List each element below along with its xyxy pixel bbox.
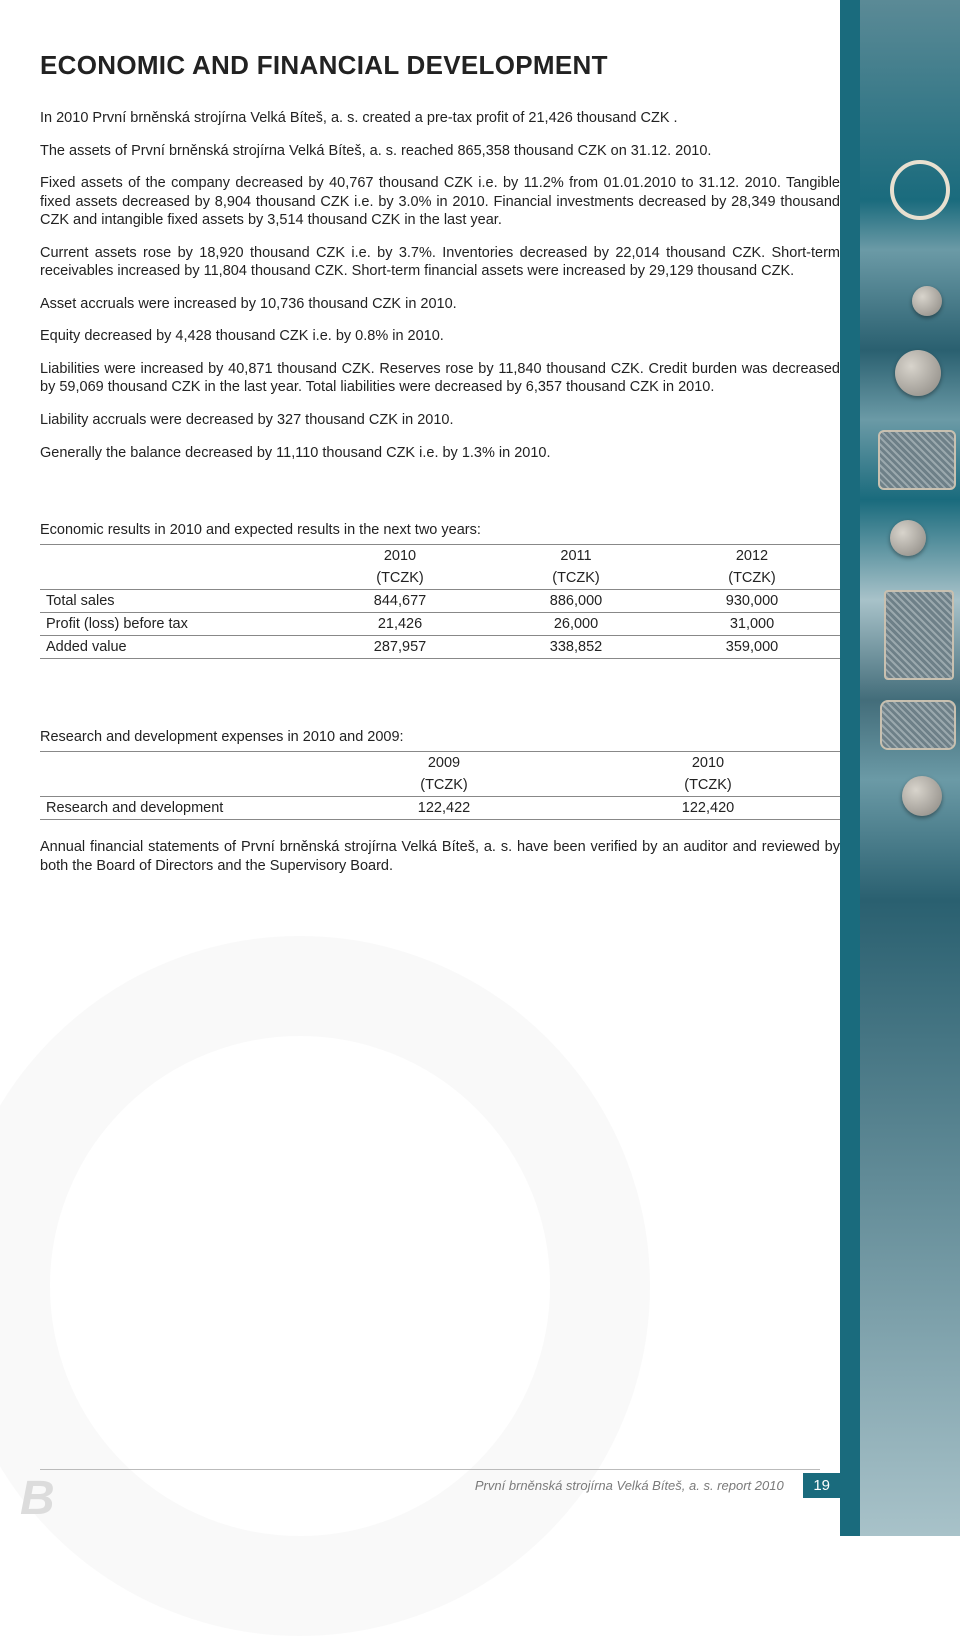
col-subheader: (TCZK): [312, 567, 488, 590]
table-row: Total sales 844,677 886,000 930,000: [40, 590, 840, 613]
page-footer: První brněnská strojírna Velká Bíteš, a.…: [40, 1473, 840, 1498]
paragraph: In 2010 První brněnská strojírna Velká B…: [40, 109, 840, 128]
col-header: [40, 752, 312, 775]
table-cell: 886,000: [488, 590, 664, 613]
table-cell: 21,426: [312, 613, 488, 636]
col-subheader: (TCZK): [664, 567, 840, 590]
paragraph: Equity decreased by 4,428 thousand CZK i…: [40, 327, 840, 346]
paragraph: Fixed assets of the company decreased by…: [40, 174, 840, 230]
table-cell: Added value: [40, 636, 312, 659]
col-header: 2011: [488, 545, 664, 568]
table-cell: 338,852: [488, 636, 664, 659]
side-decorative-band: [840, 0, 960, 1536]
col-subheader: [40, 567, 312, 590]
table-row: Profit (loss) before tax 21,426 26,000 3…: [40, 613, 840, 636]
table-cell: 122,422: [312, 797, 576, 820]
table-cell: 359,000: [664, 636, 840, 659]
rd-expenses-table: 2009 2010 (TCZK) (TCZK) Research and dev…: [40, 751, 840, 820]
col-subheader: [40, 774, 312, 797]
table-caption: Research and development expenses in 201…: [40, 729, 840, 745]
col-header: [40, 545, 312, 568]
table-row: Added value 287,957 338,852 359,000: [40, 636, 840, 659]
table-cell: 287,957: [312, 636, 488, 659]
table-cell: Total sales: [40, 590, 312, 613]
paragraph: Liabilities were increased by 40,871 tho…: [40, 360, 840, 397]
table-cell: Profit (loss) before tax: [40, 613, 312, 636]
table-caption: Economic results in 2010 and expected re…: [40, 522, 840, 538]
col-header: 2010: [576, 752, 840, 775]
col-header: 2010: [312, 545, 488, 568]
table-cell: 122,420: [576, 797, 840, 820]
col-subheader: (TCZK): [576, 774, 840, 797]
table-row: Research and development 122,422 122,420: [40, 797, 840, 820]
col-header: 2012: [664, 545, 840, 568]
economic-results-table: 2010 2011 2012 (TCZK) (TCZK) (TCZK) Tota…: [40, 544, 840, 659]
economic-results-table-section: Economic results in 2010 and expected re…: [40, 522, 840, 659]
table-cell: Research and development: [40, 797, 312, 820]
paragraph: Current assets rose by 18,920 thousand C…: [40, 244, 840, 281]
body-text-block: In 2010 První brněnská strojírna Velká B…: [40, 109, 840, 462]
table-cell: 31,000: [664, 613, 840, 636]
col-header: 2009: [312, 752, 576, 775]
paragraph: Liability accruals were decreased by 327…: [40, 411, 840, 430]
rd-expenses-table-section: Research and development expenses in 201…: [40, 729, 840, 820]
col-subheader: (TCZK): [488, 567, 664, 590]
paragraph: Asset accruals were increased by 10,736 …: [40, 295, 840, 314]
footer-text: První brněnská strojírna Velká Bíteš, a.…: [475, 1478, 784, 1493]
page-number: 19: [803, 1473, 840, 1498]
table-cell: 844,677: [312, 590, 488, 613]
page-heading: ECONOMIC AND FINANCIAL DEVELOPMENT: [40, 50, 840, 81]
table-cell: 26,000: [488, 613, 664, 636]
after-tables-text: Annual financial statements of První brn…: [40, 838, 840, 875]
footer-rule: [40, 1469, 820, 1470]
col-subheader: (TCZK): [312, 774, 576, 797]
table-cell: 930,000: [664, 590, 840, 613]
paragraph: Generally the balance decreased by 11,11…: [40, 444, 840, 463]
paragraph: Annual financial statements of První brn…: [40, 838, 840, 875]
paragraph: The assets of První brněnská strojírna V…: [40, 142, 840, 161]
